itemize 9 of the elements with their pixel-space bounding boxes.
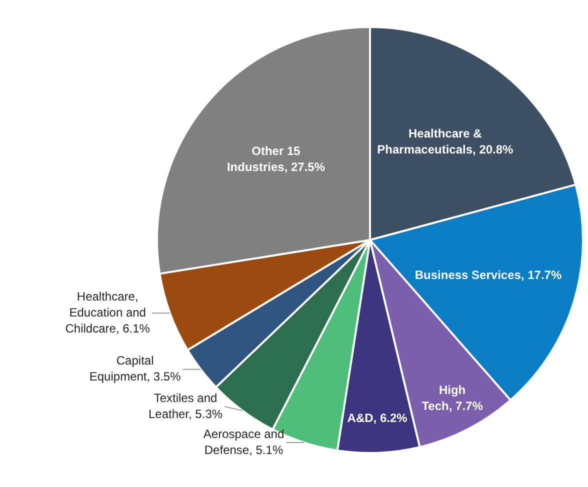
slice-label: Aerospace and Defense, 5.1% <box>203 426 284 457</box>
slice-label: Healthcare & Pharmaceuticals, 20.8% <box>377 126 514 156</box>
slice-label: Business Services, 17.7% <box>414 268 562 282</box>
slice-label: Healthcare, Education and Childcare, 6.1% <box>65 289 150 336</box>
slice-label: Capital Equipment, 3.5% <box>89 354 182 384</box>
slice-label: High Tech, 7.7% <box>422 383 484 414</box>
slice-label: A&D, 6.2% <box>347 411 408 426</box>
slice-label: Other 15 Industries, 27.5% <box>226 144 326 174</box>
slice-label: Textiles and Leather, 5.3% <box>148 390 223 421</box>
